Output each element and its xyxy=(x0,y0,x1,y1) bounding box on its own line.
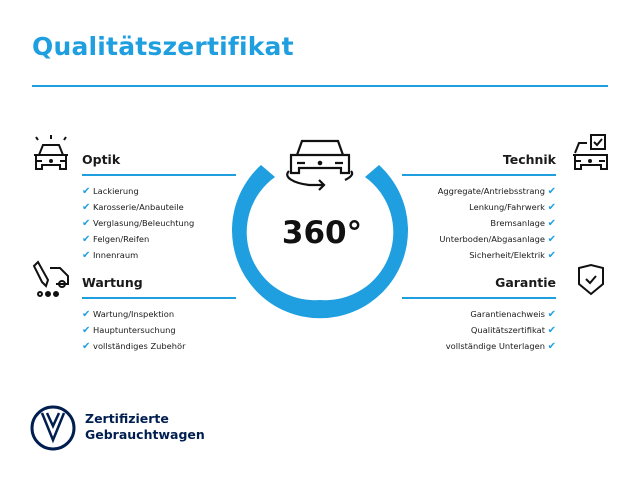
list-item: ✔ Verglasung/Beleuchtung xyxy=(82,217,195,229)
check-icon: ✔ xyxy=(82,186,91,197)
check-icon: ✔ xyxy=(547,324,556,336)
section-heading: Optik xyxy=(82,152,121,167)
360-check-badge: 360° Gebrauchtwagen-Check xyxy=(232,139,408,319)
brand-line-1: Zertifizierte xyxy=(85,411,169,426)
check-icon: ✔ xyxy=(82,217,91,229)
section-optik: Optik ✔ Lackierung ✔ Karosserie/Anbautei… xyxy=(82,152,236,264)
title-divider xyxy=(32,85,608,87)
check-icon: ✔ xyxy=(547,249,556,261)
page-title: Qualitätszertifikat xyxy=(32,32,294,61)
list-item: Qualitätszertifikat ✔ xyxy=(470,324,556,336)
check-icon: ✔ xyxy=(82,201,91,213)
section-divider xyxy=(402,297,556,299)
ring xyxy=(232,165,408,319)
check-icon: ✔ xyxy=(547,233,556,245)
check-icon: ✔ xyxy=(82,324,91,336)
brand-text: Zertifizierte Gebrauchtwagen xyxy=(85,411,205,443)
check-icon: ✔ xyxy=(547,309,556,320)
list-item: Unterboden/Abgasanlage ✔ xyxy=(439,233,556,245)
section-divider xyxy=(82,174,236,176)
service-car-icon xyxy=(32,260,69,297)
shield-check-icon xyxy=(578,263,604,296)
section-divider xyxy=(82,297,236,299)
section-heading: Wartung xyxy=(82,275,143,290)
car-lights-icon xyxy=(34,135,68,170)
section-heading: Technik xyxy=(502,152,556,167)
section-technik: Technik Aggregate/Antriebsstrang ✔ Lenku… xyxy=(402,152,556,264)
list-item: Bremsanlage ✔ xyxy=(490,217,556,229)
car-rotate-icon xyxy=(286,139,354,191)
list-item: ✔ Lackierung xyxy=(82,186,139,197)
check-icon: ✔ xyxy=(82,249,91,261)
list-item: ✔ Wartung/Inspektion xyxy=(82,309,175,320)
car-checkbox-icon xyxy=(573,134,608,170)
check-icon: ✔ xyxy=(82,309,91,320)
list-item: Garantienachweis ✔ xyxy=(470,309,556,320)
check-icon: ✔ xyxy=(82,233,91,245)
section-garantie: Garantie Garantienachweis ✔ Qualitätszer… xyxy=(402,275,556,355)
check-icon: ✔ xyxy=(547,217,556,229)
section-heading: Garantie xyxy=(495,275,556,290)
section-wartung: Wartung ✔ Wartung/Inspektion ✔ Hauptunte… xyxy=(82,275,236,355)
vw-logo xyxy=(30,405,76,451)
list-item: ✔ Felgen/Reifen xyxy=(82,233,150,245)
list-item: ✔ vollständiges Zubehör xyxy=(82,340,186,352)
list-item: ✔ Innenraum xyxy=(82,249,139,261)
check-icon: ✔ xyxy=(547,201,556,213)
list-item: ✔ Karosserie/Anbauteile xyxy=(82,201,184,213)
list-item: Sicherheit/Elektrik ✔ xyxy=(469,249,556,261)
check-icon: ✔ xyxy=(547,186,556,197)
list-item: vollständige Unterlagen ✔ xyxy=(445,340,556,352)
check-icon: ✔ xyxy=(82,340,91,352)
degrees-label: 360° xyxy=(282,215,362,251)
check-icon: ✔ xyxy=(547,340,556,352)
list-item: ✔ Hauptuntersuchung xyxy=(82,324,176,336)
list-item: Lenkung/Fahrwerk ✔ xyxy=(469,201,556,213)
list-item: Aggregate/Antriebsstrang ✔ xyxy=(437,186,556,197)
section-divider xyxy=(402,174,556,176)
brand-line-2: Gebrauchtwagen xyxy=(85,427,205,442)
